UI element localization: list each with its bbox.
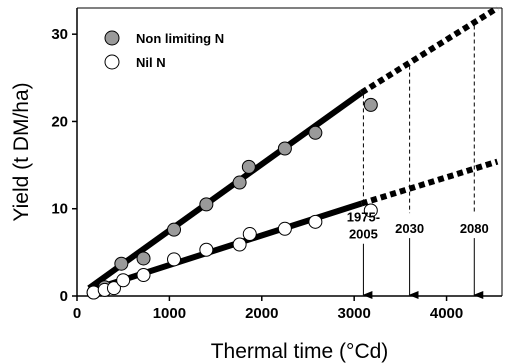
data-point-series-1 (277, 221, 292, 236)
points-layer (86, 97, 378, 300)
fit-line-series-1 (88, 200, 363, 294)
annotations-layer: 1975- 2005 2030 2080 (347, 25, 489, 299)
data-point-series-0 (136, 251, 151, 266)
data-point-series-0 (167, 222, 182, 237)
y-tick-label: 30 (51, 26, 68, 43)
data-point-series-1 (106, 281, 121, 296)
data-point-series-1 (116, 273, 131, 288)
legend-label: Non limiting N (136, 31, 224, 46)
x-tick-label: 4000 (430, 305, 463, 322)
y-axis-title: Yield (t DM/ha) (10, 82, 33, 221)
annotation-label: 2005 (349, 227, 378, 242)
legend-label: Nil N (136, 55, 166, 70)
data-point-series-1 (363, 203, 378, 218)
data-point-series-0 (114, 256, 129, 271)
lines-layer (87, 5, 499, 294)
y-tick-label: 10 (51, 201, 68, 218)
x-tick-label: 0 (73, 305, 81, 322)
data-point-series-1 (199, 242, 214, 257)
data-point-series-1 (232, 237, 247, 252)
projection-line-series-0 (359, 5, 499, 96)
legend-marker (104, 54, 120, 70)
data-point-series-1 (167, 252, 182, 267)
annotation-label: 1975- (347, 210, 380, 225)
x-tick-label: 2000 (245, 305, 278, 322)
x-tick-label: 3000 (337, 305, 370, 322)
data-point-series-0 (277, 141, 292, 156)
data-point-series-0 (363, 97, 378, 112)
legend-marker (104, 30, 120, 46)
projection-line-series-1 (360, 158, 499, 207)
annotation-label: 2080 (460, 221, 489, 236)
y-tick-label: 0 (60, 288, 68, 305)
data-point-series-0 (241, 159, 256, 174)
y-tick-label: 20 (51, 113, 68, 130)
fit-line-series-0 (87, 90, 364, 291)
data-point-series-1 (242, 227, 257, 242)
data-point-series-0 (232, 175, 247, 190)
data-point-series-0 (199, 197, 214, 212)
annotation-label: 2030 (395, 221, 424, 236)
x-axis-title: Thermal time (°Cd) (211, 340, 389, 363)
data-point-series-1 (136, 268, 151, 283)
data-point-series-1 (308, 214, 323, 229)
data-point-series-0 (308, 125, 323, 140)
x-tick-label: 1000 (153, 305, 186, 322)
legend: Non limiting N Nil N (104, 30, 224, 70)
